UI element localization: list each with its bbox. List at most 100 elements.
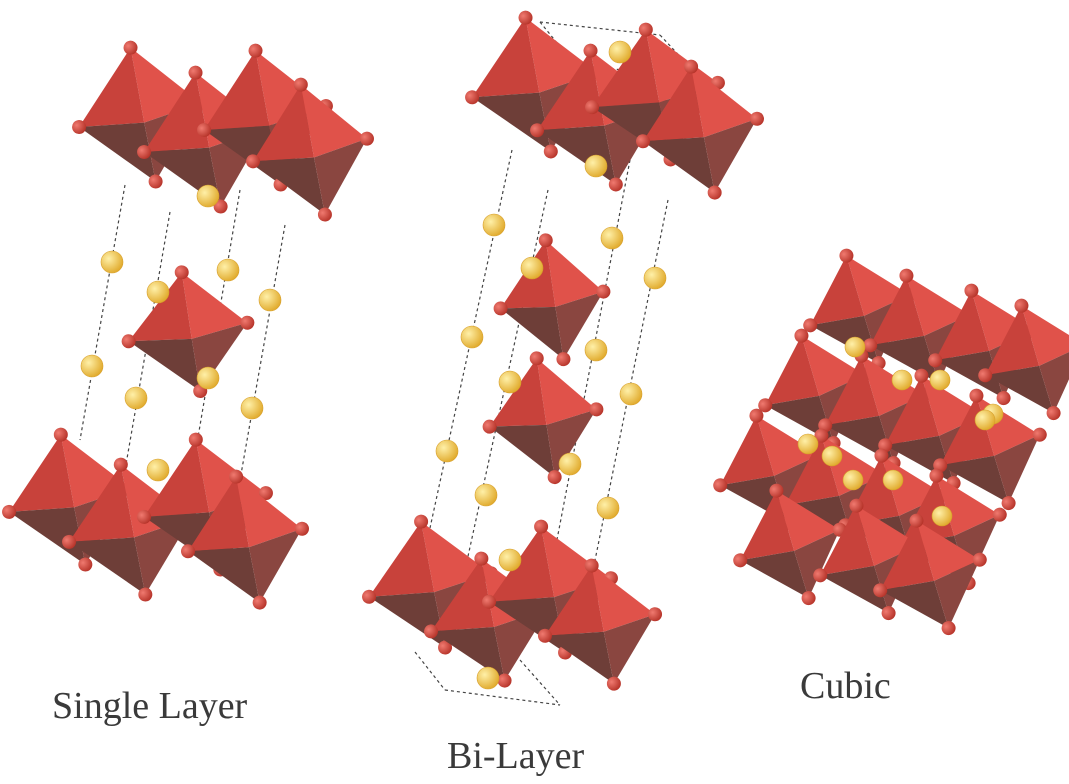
cation-atom <box>929 369 951 391</box>
oxygen-atom <box>174 265 189 280</box>
oxygen-atom <box>638 22 653 37</box>
oxygen-atom <box>863 338 878 353</box>
cation-atom <box>435 439 459 463</box>
oxygen-atom <box>246 154 261 169</box>
oxygen-atom <box>813 568 828 583</box>
cation-atom <box>196 184 220 208</box>
oxygen-atom <box>733 553 748 568</box>
oxygen-atom <box>138 587 153 602</box>
oxygen-atom <box>978 368 993 383</box>
cation-atom <box>520 256 544 280</box>
cation-atom <box>619 382 643 406</box>
oxygen-atom <box>529 351 544 366</box>
oxygen-atom <box>749 111 764 126</box>
oxygen-atom <box>181 544 196 559</box>
cation-atom <box>584 154 608 178</box>
octahedron <box>733 483 847 606</box>
oxygen-atom <box>547 470 562 485</box>
oxygen-atom <box>538 233 553 248</box>
oxygen-atom <box>899 268 914 283</box>
cation-atom <box>797 433 819 455</box>
cation-atom <box>240 396 264 420</box>
oxygen-atom <box>123 40 138 55</box>
oxygen-atom <box>359 131 374 146</box>
oxygen-atom <box>414 514 429 529</box>
single-layer-structure <box>2 40 374 610</box>
oxygen-atom <box>794 328 809 343</box>
cation-atom <box>882 469 904 491</box>
oxygen-atom <box>294 521 309 536</box>
oxygen-atom <box>713 478 728 493</box>
oxygen-atom <box>556 352 571 367</box>
cation-atom <box>821 445 843 467</box>
octahedra-layer-top <box>72 40 374 222</box>
cation-atom <box>558 452 582 476</box>
oxygen-atom <box>213 199 228 214</box>
oxygen-atom <box>248 43 263 58</box>
octahedron <box>482 351 604 485</box>
oxygen-atom <box>608 177 623 192</box>
octahedron <box>978 298 1069 421</box>
oxygen-atom <box>2 504 17 519</box>
oxygen-atom <box>465 90 480 105</box>
octahedron-middle <box>121 265 255 399</box>
octahedron <box>181 469 309 610</box>
oxygen-atom <box>537 628 552 643</box>
oxygen-atom <box>543 144 558 159</box>
cation-atom <box>258 288 282 312</box>
octahedron <box>873 513 987 636</box>
oxygen-atom <box>1014 298 1029 313</box>
oxygen-atom <box>62 534 77 549</box>
octahedron <box>121 265 255 399</box>
cation-atom <box>600 226 624 250</box>
oxygen-atom <box>482 594 497 609</box>
oxygen-atom <box>839 248 854 263</box>
oxygen-atom <box>972 552 987 567</box>
oxygen-atom <box>996 391 1011 406</box>
oxygen-atom <box>53 427 68 442</box>
oxygen-atom <box>1046 406 1061 421</box>
cation-atom <box>842 469 864 491</box>
cation-atom <box>216 258 240 282</box>
cation-spheres <box>435 40 667 690</box>
oxygen-atom <box>72 119 87 134</box>
cation-atom <box>100 250 124 274</box>
cation-atom <box>124 386 148 410</box>
octahedron <box>2 427 138 572</box>
oxygen-atom <box>424 624 439 639</box>
oxygen-atom <box>769 483 784 498</box>
cation-atom <box>584 338 608 362</box>
oxygen-atom <box>530 123 545 138</box>
oxygen-atom <box>964 283 979 298</box>
oxygen-atom <box>596 284 611 299</box>
oxygen-atom <box>969 388 984 403</box>
octahedron <box>933 388 1047 511</box>
octahedra-layer-top <box>465 10 764 200</box>
oxygen-atom <box>801 591 816 606</box>
oxygen-atom <box>317 207 332 222</box>
oxygen-atom <box>493 301 508 316</box>
cation-atom <box>931 505 953 527</box>
oxygen-atom <box>258 486 273 501</box>
cation-atom <box>474 483 498 507</box>
oxygen-atom <box>438 640 453 655</box>
cation-atom <box>844 336 866 358</box>
oxygen-atom <box>803 318 818 333</box>
oxygen-atom <box>909 513 924 528</box>
cation-atom <box>476 666 500 690</box>
cation-atom <box>460 325 484 349</box>
oxygen-atom <box>914 368 929 383</box>
cation-atom <box>196 366 220 390</box>
octahedra-layer-bottom <box>2 427 309 610</box>
octahedron <box>72 40 208 189</box>
oxygen-atom <box>137 144 152 159</box>
cation-atom <box>482 213 506 237</box>
oxygen-atom <box>293 77 308 92</box>
oxygen-atom <box>684 59 699 74</box>
cation-atom <box>643 266 667 290</box>
oxygen-atom <box>873 583 888 598</box>
cation-atom <box>146 280 170 304</box>
cation-atom <box>891 369 913 391</box>
oxygen-atom <box>362 589 377 604</box>
